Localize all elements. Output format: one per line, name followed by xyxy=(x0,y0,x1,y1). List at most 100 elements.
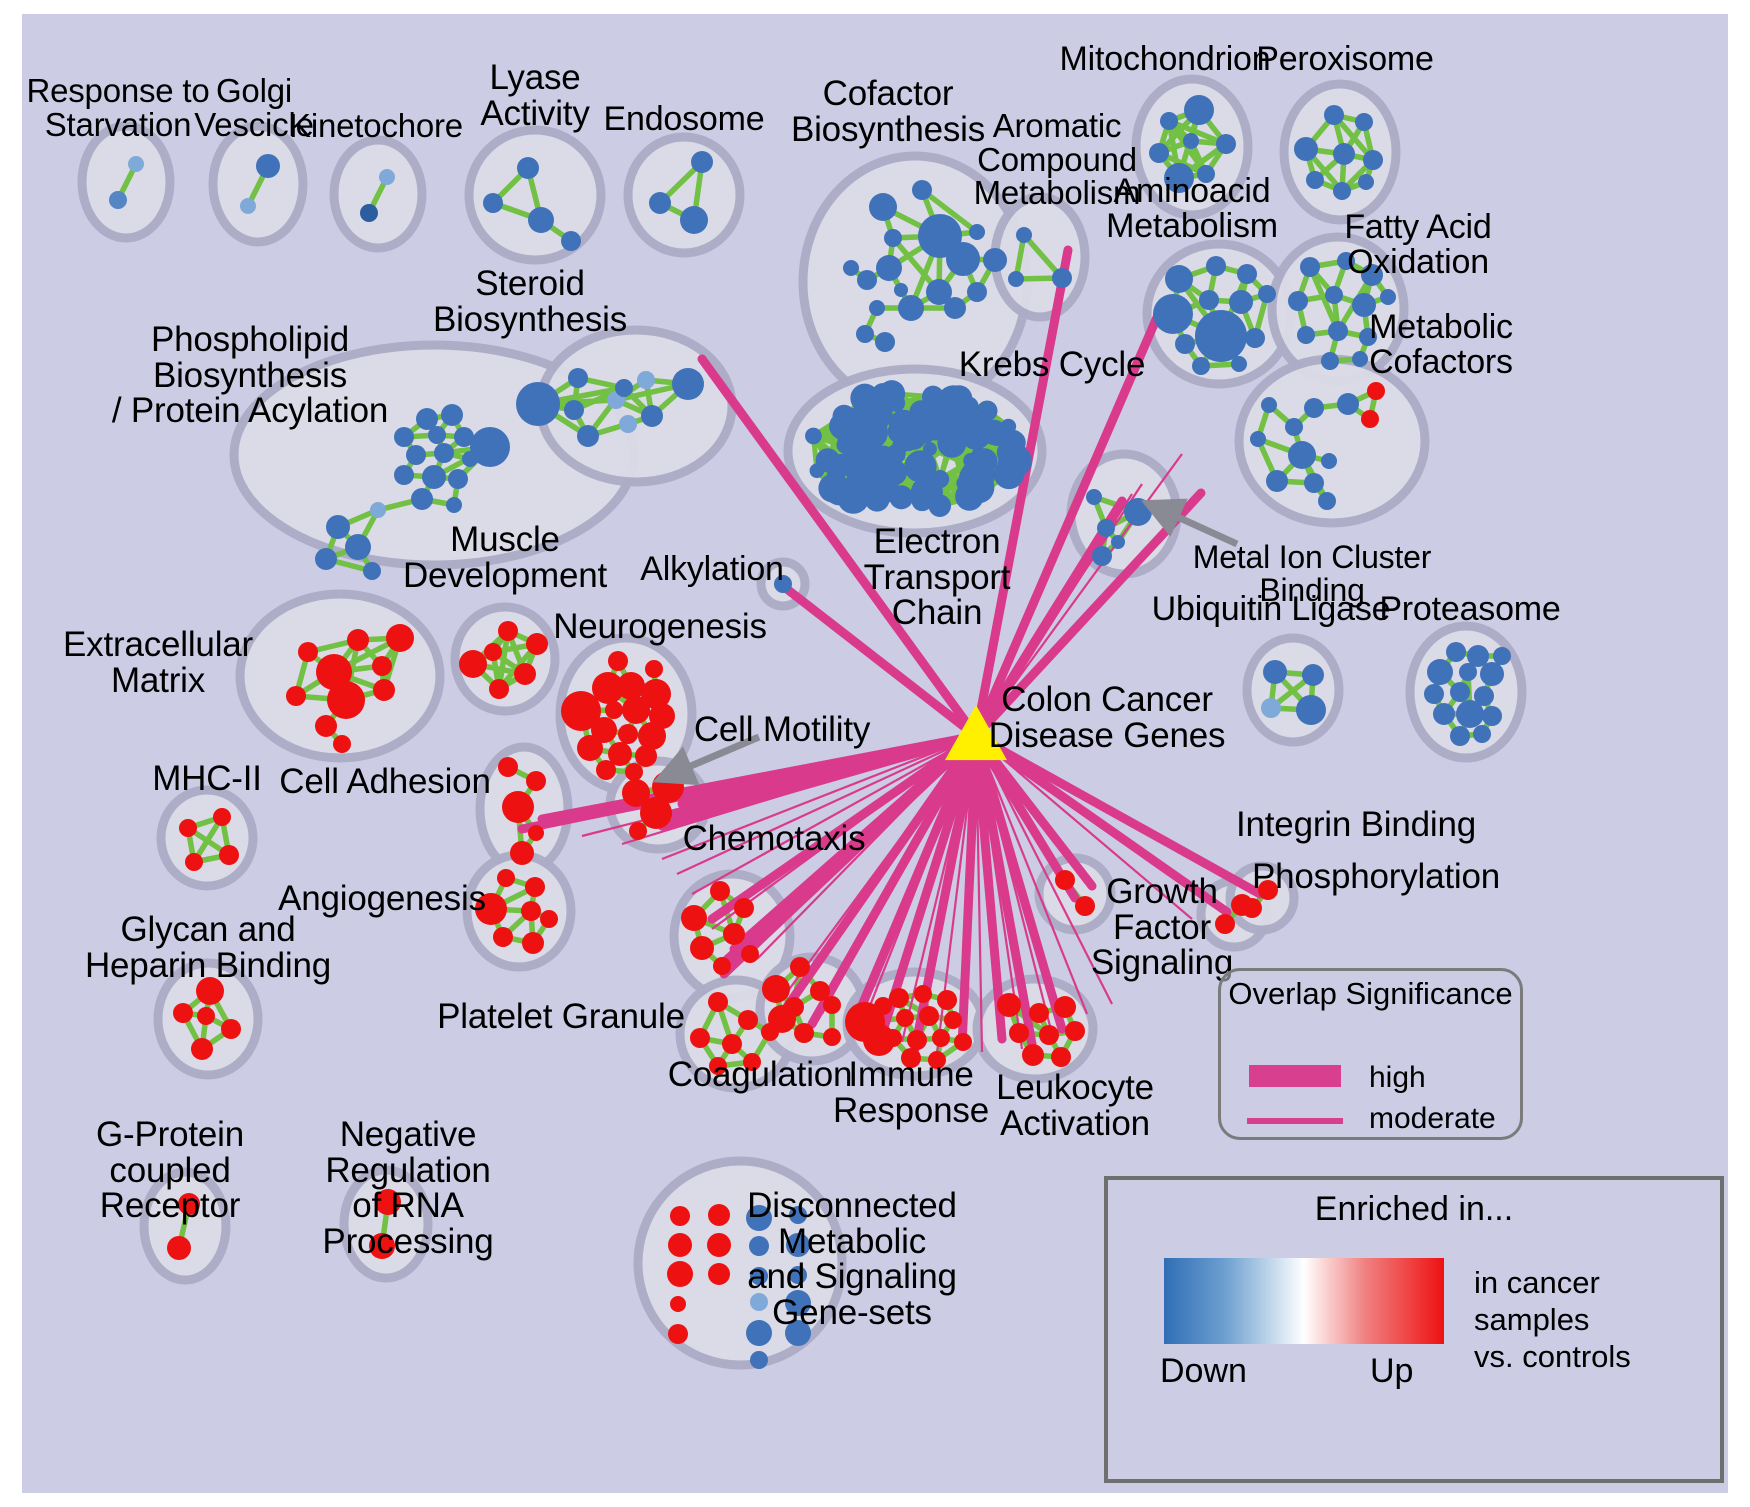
gene-set-node[interactable] xyxy=(1304,473,1324,493)
gene-set-node[interactable] xyxy=(454,427,474,447)
gene-set-node[interactable] xyxy=(750,1351,768,1369)
gene-set-node[interactable] xyxy=(561,231,581,251)
gene-set-node[interactable] xyxy=(1237,264,1257,284)
gene-set-node[interactable] xyxy=(1306,171,1324,189)
gene-set-node[interactable] xyxy=(1039,1025,1059,1045)
gene-set-node[interactable] xyxy=(372,656,392,676)
gene-set-node[interactable] xyxy=(1124,498,1152,526)
gene-set-node[interactable] xyxy=(1086,489,1102,505)
gene-set-node[interactable] xyxy=(448,469,468,489)
gene-set-node[interactable] xyxy=(173,1003,193,1023)
gene-set-node[interactable] xyxy=(857,480,884,507)
gene-set-node[interactable] xyxy=(615,379,633,397)
gene-set-node[interactable] xyxy=(946,242,980,276)
gene-set-node[interactable] xyxy=(708,992,728,1012)
gene-set-node[interactable] xyxy=(713,957,731,975)
gene-set-node[interactable] xyxy=(1258,285,1276,303)
gene-set-node[interactable] xyxy=(672,368,704,400)
gene-set-node[interactable] xyxy=(1433,703,1455,725)
gene-set-node[interactable] xyxy=(498,757,518,777)
gene-set-node[interactable] xyxy=(969,224,985,240)
gene-set-node[interactable] xyxy=(1446,642,1466,662)
gene-set-node[interactable] xyxy=(1065,1021,1085,1041)
gene-set-node[interactable] xyxy=(640,797,672,829)
gene-set-node[interactable] xyxy=(794,1023,814,1043)
gene-set-node[interactable] xyxy=(345,534,371,560)
gene-set-node[interactable] xyxy=(1175,334,1195,354)
gene-set-node[interactable] xyxy=(722,1034,742,1054)
gene-set-node[interactable] xyxy=(809,463,825,479)
gene-set-node[interactable] xyxy=(944,1011,962,1029)
gene-set-node[interactable] xyxy=(869,193,897,221)
gene-set-node[interactable] xyxy=(363,562,381,580)
gene-set-node[interactable] xyxy=(406,445,426,465)
gene-set-node[interactable] xyxy=(1297,326,1315,344)
gene-set-node[interactable] xyxy=(373,679,395,701)
gene-set-node[interactable] xyxy=(956,475,972,491)
gene-set-node[interactable] xyxy=(1231,356,1247,372)
gene-set-node[interactable] xyxy=(1456,700,1484,728)
gene-set-node[interactable] xyxy=(874,997,892,1015)
gene-set-node[interactable] xyxy=(638,722,666,750)
gene-set-node[interactable] xyxy=(1324,105,1344,125)
gene-set-node[interactable] xyxy=(1325,286,1343,304)
gene-set-node[interactable] xyxy=(971,470,986,485)
gene-set-node[interactable] xyxy=(605,701,623,719)
gene-set-node[interactable] xyxy=(1165,265,1193,293)
gene-set-node[interactable] xyxy=(904,450,937,483)
gene-set-node[interactable] xyxy=(196,977,224,1005)
gene-set-node[interactable] xyxy=(823,1028,841,1046)
gene-set-node[interactable] xyxy=(1075,896,1095,916)
gene-set-node[interactable] xyxy=(459,650,487,678)
gene-set-node[interactable] xyxy=(608,651,628,671)
gene-set-node[interactable] xyxy=(931,470,950,489)
gene-set-node[interactable] xyxy=(618,724,638,744)
gene-set-node[interactable] xyxy=(411,488,433,510)
gene-set-node[interactable] xyxy=(422,465,446,489)
gene-set-node[interactable] xyxy=(960,417,990,447)
gene-set-node[interactable] xyxy=(723,923,745,945)
gene-set-node[interactable] xyxy=(1480,662,1504,686)
gene-set-node[interactable] xyxy=(197,1007,215,1025)
gene-set-node[interactable] xyxy=(577,735,603,761)
gene-set-node[interactable] xyxy=(394,427,414,447)
gene-set-node[interactable] xyxy=(1285,418,1303,436)
gene-set-node[interactable] xyxy=(540,910,558,928)
gene-set-node[interactable] xyxy=(298,642,318,662)
gene-set-node[interactable] xyxy=(191,1038,213,1060)
gene-set-node[interactable] xyxy=(1097,519,1115,537)
gene-set-node[interactable] xyxy=(946,408,966,428)
gene-set-node[interactable] xyxy=(785,1320,811,1346)
gene-set-node[interactable] xyxy=(1009,1023,1029,1043)
gene-set-node[interactable] xyxy=(649,192,671,214)
gene-set-node[interactable] xyxy=(109,191,127,209)
gene-set-node[interactable] xyxy=(966,487,985,506)
gene-set-node[interactable] xyxy=(1022,1044,1044,1066)
gene-set-node[interactable] xyxy=(493,927,513,947)
gene-set-node[interactable] xyxy=(746,1205,772,1231)
gene-set-node[interactable] xyxy=(637,371,655,389)
gene-set-node[interactable] xyxy=(750,1267,768,1285)
gene-set-node[interactable] xyxy=(326,515,350,539)
gene-set-node[interactable] xyxy=(219,845,239,865)
gene-set-node[interactable] xyxy=(394,465,414,485)
gene-set-node[interactable] xyxy=(1304,398,1324,418)
network-canvas[interactable]: Response to Starvation Golgi Vescicle Kine… xyxy=(22,14,1728,1493)
gene-set-node[interactable] xyxy=(1092,546,1112,566)
gene-set-node[interactable] xyxy=(221,1019,241,1039)
gene-set-node[interactable] xyxy=(901,1048,921,1068)
gene-set-node[interactable] xyxy=(750,1293,768,1311)
gene-set-node[interactable] xyxy=(681,905,707,931)
gene-set-node[interactable] xyxy=(997,993,1021,1017)
gene-set-node[interactable] xyxy=(707,1233,731,1257)
gene-set-node[interactable] xyxy=(926,279,952,305)
gene-set-node[interactable] xyxy=(1263,660,1287,684)
gene-set-node[interactable] xyxy=(1359,328,1377,346)
gene-set-node[interactable] xyxy=(434,443,454,463)
gene-set-node[interactable] xyxy=(635,745,657,767)
gene-set-node[interactable] xyxy=(333,735,351,753)
gene-set-node[interactable] xyxy=(680,206,708,234)
gene-set-node[interactable] xyxy=(1183,133,1199,149)
gene-set-node[interactable] xyxy=(670,1206,690,1226)
gene-set-node[interactable] xyxy=(510,841,534,865)
